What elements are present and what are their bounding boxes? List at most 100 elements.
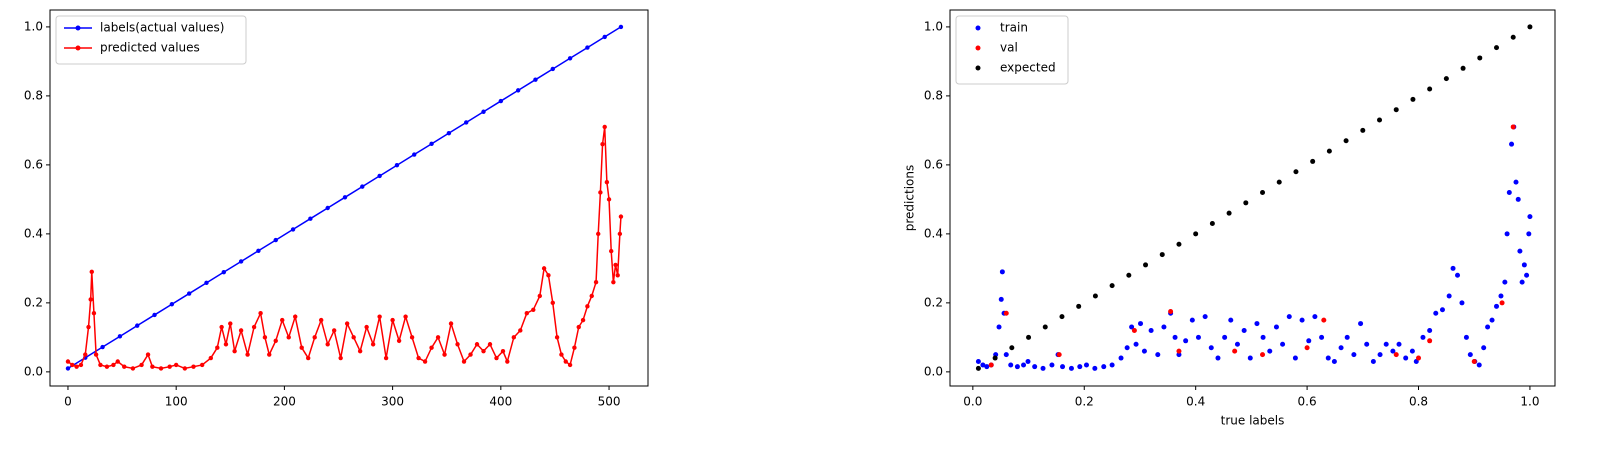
line-marker [600, 141, 605, 147]
scatter-point [1360, 127, 1366, 133]
scatter-point [1310, 158, 1316, 164]
line-marker [617, 231, 623, 237]
scatter-point [1433, 310, 1439, 316]
line-marker [429, 345, 434, 350]
line-marker [455, 342, 460, 347]
line-marker [111, 362, 116, 368]
line-marker [481, 109, 486, 114]
line-marker [396, 338, 402, 344]
legend-label: labels(actual values) [100, 21, 224, 35]
scatter-point [1420, 334, 1426, 340]
scatter-point [988, 362, 994, 368]
legend-marker [75, 45, 81, 51]
scatter-point [1209, 221, 1215, 227]
scatter-point [1273, 324, 1279, 330]
scatter-point [1124, 345, 1130, 351]
line-marker [518, 328, 523, 333]
scatter-point [1008, 362, 1014, 368]
legend-marker [75, 25, 81, 31]
line-marker [537, 293, 542, 299]
line-marker [463, 120, 469, 125]
x-tick-label: 0.8 [1409, 395, 1428, 409]
scatter-point [1159, 252, 1165, 258]
scatter-point [1101, 364, 1107, 370]
scatter-point [1370, 359, 1376, 365]
line-marker [531, 307, 536, 312]
scatter-point [1510, 124, 1516, 130]
scatter-point [1243, 200, 1249, 206]
line-marker [481, 348, 486, 354]
line-marker [65, 359, 71, 364]
scatter-point [1247, 355, 1253, 361]
scatter-point [1304, 345, 1310, 351]
scatter-point [1489, 317, 1495, 323]
scatter-point [1280, 341, 1286, 347]
scatter-point [1060, 364, 1066, 370]
scatter-point [975, 365, 981, 371]
line-marker [474, 342, 480, 347]
line-marker [377, 173, 382, 179]
scatter-point [1312, 314, 1318, 320]
y-tick-label: 0.4 [924, 226, 943, 240]
line-marker [598, 190, 603, 195]
line-marker [585, 304, 590, 309]
scatter-point [1446, 293, 1452, 299]
line-marker [351, 335, 356, 340]
y-tick-label: 0.2 [924, 295, 943, 309]
scatter-point [1222, 334, 1228, 340]
scatter-point [980, 362, 986, 368]
scatter-point [1504, 231, 1510, 237]
line-marker [100, 344, 105, 350]
x-tick-label: 1.0 [1520, 395, 1539, 409]
scatter-point [1202, 314, 1208, 320]
scatter-point [1439, 307, 1445, 313]
line-marker [500, 348, 506, 354]
line-marker [169, 302, 175, 307]
scatter-point [1241, 327, 1247, 333]
line-marker [390, 317, 395, 323]
scatter-point [1215, 355, 1221, 361]
line-marker [357, 348, 363, 354]
scatter-point [1155, 352, 1161, 358]
line-marker [293, 314, 298, 319]
line-marker [342, 195, 348, 200]
scatter-point [1526, 231, 1532, 237]
line-marker [91, 311, 97, 316]
legend-box [55, 15, 247, 65]
scatter-point [998, 296, 1004, 302]
line-marker [238, 259, 244, 264]
line-marker [186, 291, 192, 296]
scatter-point [1133, 341, 1139, 347]
line-marker [70, 362, 75, 368]
scatter-point [1326, 148, 1332, 154]
x-tick-label: 0.4 [1186, 395, 1205, 409]
scatter-point [1176, 348, 1182, 354]
scatter-point [1176, 241, 1182, 247]
scatter-point [1306, 338, 1312, 344]
scatter-point [1129, 324, 1135, 330]
line-marker [258, 311, 263, 316]
y-tick-label: 0.8 [24, 88, 43, 102]
line-marker [331, 328, 337, 333]
line-marker [78, 362, 84, 368]
line-marker [191, 364, 196, 369]
scatter-point [1409, 348, 1415, 354]
line-marker [228, 321, 233, 326]
scatter-point [1138, 321, 1144, 327]
line-marker [602, 34, 607, 40]
scatter-point [1003, 310, 1009, 316]
line-marker [524, 311, 529, 316]
line-marker [338, 355, 343, 361]
line-marker [618, 214, 624, 219]
x-tick-label: 0.2 [1075, 395, 1094, 409]
scatter-point [1393, 352, 1399, 358]
line-marker [273, 338, 278, 344]
line-marker [130, 366, 136, 371]
line-marker [360, 184, 365, 189]
line-marker [613, 262, 618, 268]
line-marker [115, 359, 120, 364]
line-marker [325, 205, 330, 211]
scatter-point [1077, 364, 1083, 370]
line-marker [167, 364, 172, 369]
